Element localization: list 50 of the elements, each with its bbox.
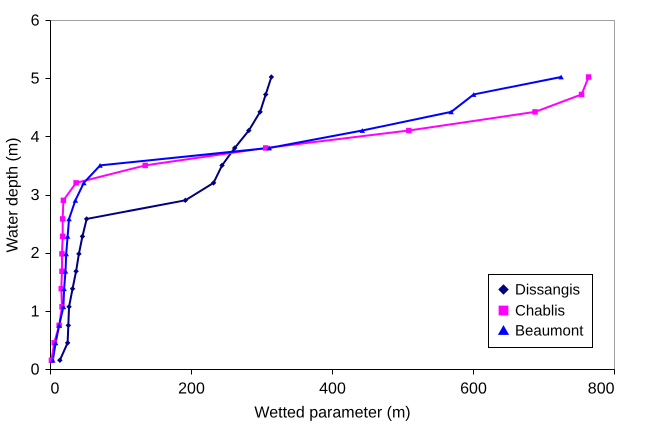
point <box>360 128 366 133</box>
point <box>219 162 225 168</box>
point <box>232 145 238 151</box>
y-tick-label: 0 <box>30 362 40 378</box>
point <box>70 286 76 292</box>
point <box>73 180 79 186</box>
point <box>142 162 148 168</box>
point <box>262 92 268 98</box>
y-tick-label: 3 <box>30 187 40 204</box>
x-tick-label: 400 <box>319 380 346 398</box>
legend-label: Chablis <box>515 302 566 320</box>
x-tick-label: 200 <box>178 380 205 398</box>
point <box>578 92 584 98</box>
point <box>80 234 86 240</box>
point <box>210 180 216 186</box>
point <box>59 251 65 257</box>
point <box>66 216 72 222</box>
point <box>57 358 63 364</box>
point <box>64 340 70 346</box>
point <box>84 216 90 222</box>
point <box>72 198 78 203</box>
x-tick-label: 0 <box>50 380 60 398</box>
point <box>81 180 87 186</box>
y-tick-label: 4 <box>30 128 40 146</box>
point <box>266 146 272 150</box>
point <box>61 286 67 292</box>
point <box>182 198 188 204</box>
x-tick-label: 800 <box>588 380 615 398</box>
point <box>59 268 65 274</box>
legend-label: Dissangis <box>515 282 580 298</box>
legend-label: Beaumont <box>515 322 584 340</box>
point <box>60 234 66 240</box>
point <box>586 74 592 80</box>
point <box>268 74 274 80</box>
point <box>246 128 252 134</box>
x-tick-label: 600 <box>460 380 487 398</box>
point <box>448 110 454 114</box>
y-tick-label: 5 <box>30 70 40 88</box>
point <box>257 109 263 115</box>
y-axis-title: Water depth (m) <box>4 138 22 252</box>
point <box>60 198 66 204</box>
y-tick-label: 2 <box>30 245 40 262</box>
point <box>60 216 66 222</box>
point <box>558 74 564 80</box>
y-tick-label: 6 <box>30 12 40 30</box>
point <box>66 304 72 310</box>
x-axis-title: Wetted parameter (m) <box>254 404 411 422</box>
y-tick-label: 1 <box>30 303 40 320</box>
point <box>532 109 538 115</box>
point <box>406 128 412 134</box>
